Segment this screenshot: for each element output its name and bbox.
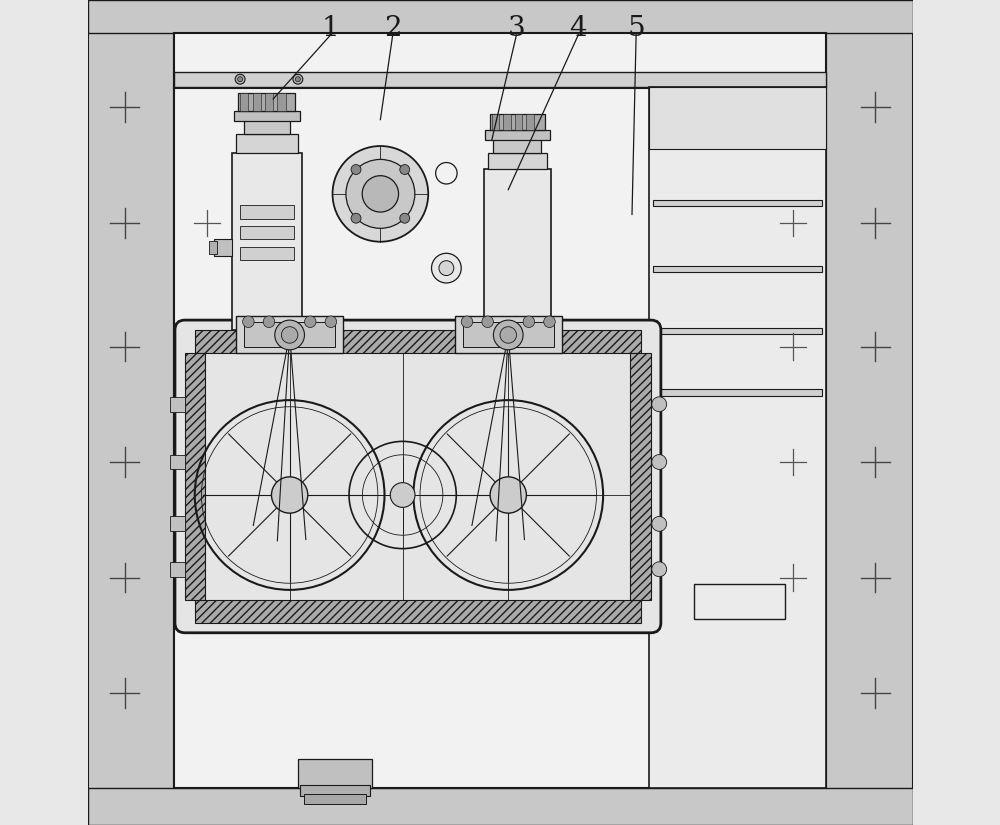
Bar bbox=[240, 205, 294, 219]
Bar bbox=[490, 114, 545, 130]
Bar bbox=[88, 788, 912, 825]
Bar bbox=[653, 389, 822, 396]
Bar bbox=[240, 93, 248, 111]
Text: 4: 4 bbox=[570, 16, 587, 42]
Bar bbox=[244, 322, 286, 346]
Bar bbox=[300, 785, 370, 796]
Circle shape bbox=[362, 176, 399, 212]
Circle shape bbox=[238, 77, 243, 82]
Bar bbox=[236, 316, 343, 353]
Circle shape bbox=[400, 214, 410, 224]
Bar bbox=[195, 330, 641, 353]
Text: 3: 3 bbox=[508, 16, 525, 42]
Bar bbox=[232, 153, 302, 330]
Circle shape bbox=[390, 483, 415, 507]
Bar bbox=[209, 241, 217, 254]
Circle shape bbox=[652, 455, 667, 469]
Bar bbox=[277, 93, 286, 111]
Circle shape bbox=[461, 316, 473, 328]
Circle shape bbox=[281, 327, 298, 343]
Bar bbox=[485, 130, 550, 140]
Bar bbox=[244, 118, 290, 134]
Bar bbox=[185, 353, 205, 600]
Bar bbox=[253, 93, 261, 111]
Bar bbox=[503, 114, 511, 130]
Circle shape bbox=[295, 77, 300, 82]
Bar bbox=[455, 316, 562, 353]
Bar bbox=[240, 226, 294, 239]
Bar bbox=[512, 322, 554, 346]
Bar bbox=[298, 759, 372, 788]
Circle shape bbox=[293, 74, 303, 84]
Circle shape bbox=[325, 316, 337, 328]
Circle shape bbox=[235, 74, 245, 84]
Bar bbox=[174, 33, 826, 788]
Circle shape bbox=[275, 320, 304, 350]
Bar bbox=[630, 353, 651, 600]
Circle shape bbox=[263, 316, 275, 328]
Circle shape bbox=[652, 562, 667, 577]
Bar bbox=[515, 114, 522, 130]
Circle shape bbox=[652, 516, 667, 531]
Circle shape bbox=[351, 214, 361, 224]
Bar bbox=[240, 247, 294, 260]
Circle shape bbox=[436, 163, 457, 184]
Circle shape bbox=[652, 397, 667, 412]
Bar bbox=[826, 0, 912, 825]
Bar bbox=[170, 397, 185, 412]
Circle shape bbox=[493, 320, 523, 350]
Circle shape bbox=[439, 261, 454, 276]
Bar bbox=[234, 111, 300, 121]
Bar bbox=[653, 200, 822, 206]
Circle shape bbox=[333, 146, 428, 242]
Circle shape bbox=[482, 316, 493, 328]
Circle shape bbox=[432, 253, 461, 283]
Circle shape bbox=[271, 477, 308, 513]
Bar bbox=[653, 328, 822, 334]
Bar bbox=[170, 516, 185, 531]
Bar bbox=[484, 169, 551, 330]
Bar bbox=[488, 153, 547, 169]
Bar bbox=[304, 794, 366, 804]
Bar bbox=[214, 239, 232, 256]
Bar bbox=[493, 138, 541, 153]
Bar bbox=[648, 87, 826, 148]
Bar bbox=[236, 134, 298, 153]
Circle shape bbox=[490, 477, 526, 513]
Bar bbox=[265, 93, 273, 111]
Text: 5: 5 bbox=[627, 16, 645, 42]
Bar bbox=[238, 93, 295, 111]
Bar bbox=[653, 266, 822, 272]
FancyBboxPatch shape bbox=[175, 320, 661, 633]
Bar bbox=[170, 455, 185, 469]
Bar bbox=[492, 114, 499, 130]
Circle shape bbox=[243, 316, 254, 328]
Text: 2: 2 bbox=[384, 16, 402, 42]
Bar bbox=[648, 87, 826, 788]
Bar bbox=[463, 322, 504, 346]
Bar bbox=[88, 0, 174, 825]
Bar bbox=[694, 584, 785, 619]
Bar bbox=[170, 562, 185, 577]
Bar bbox=[174, 72, 826, 87]
Circle shape bbox=[500, 327, 516, 343]
Bar bbox=[88, 0, 912, 33]
Circle shape bbox=[346, 159, 415, 229]
Circle shape bbox=[351, 164, 361, 174]
Bar bbox=[526, 114, 534, 130]
Bar bbox=[294, 322, 335, 346]
Circle shape bbox=[523, 316, 535, 328]
Circle shape bbox=[304, 316, 316, 328]
Text: 1: 1 bbox=[322, 16, 340, 42]
Circle shape bbox=[400, 164, 410, 174]
Circle shape bbox=[544, 316, 555, 328]
Bar bbox=[195, 600, 641, 623]
